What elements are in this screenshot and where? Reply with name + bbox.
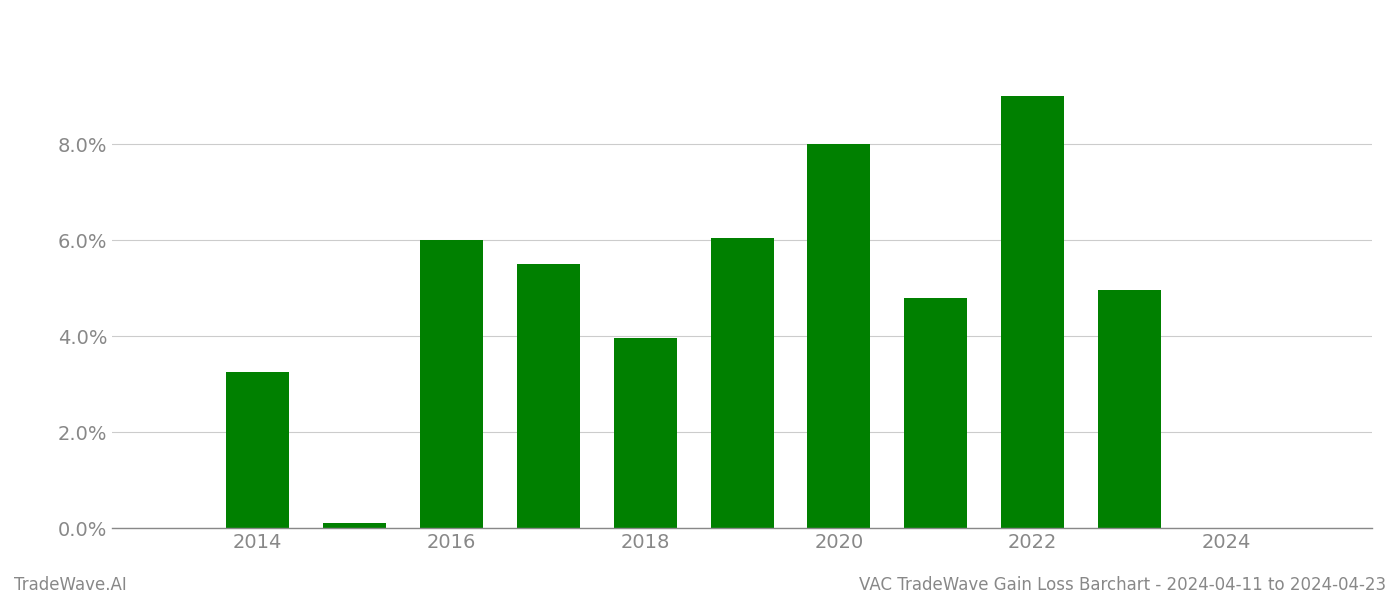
- Bar: [420, 240, 483, 528]
- Bar: [710, 238, 774, 528]
- Bar: [1098, 290, 1161, 528]
- Bar: [517, 264, 580, 528]
- Bar: [323, 523, 386, 528]
- Bar: [613, 338, 676, 528]
- Text: TradeWave.AI: TradeWave.AI: [14, 576, 127, 594]
- Bar: [1001, 96, 1064, 528]
- Bar: [225, 372, 288, 528]
- Bar: [904, 298, 967, 528]
- Bar: [808, 144, 871, 528]
- Text: VAC TradeWave Gain Loss Barchart - 2024-04-11 to 2024-04-23: VAC TradeWave Gain Loss Barchart - 2024-…: [858, 576, 1386, 594]
